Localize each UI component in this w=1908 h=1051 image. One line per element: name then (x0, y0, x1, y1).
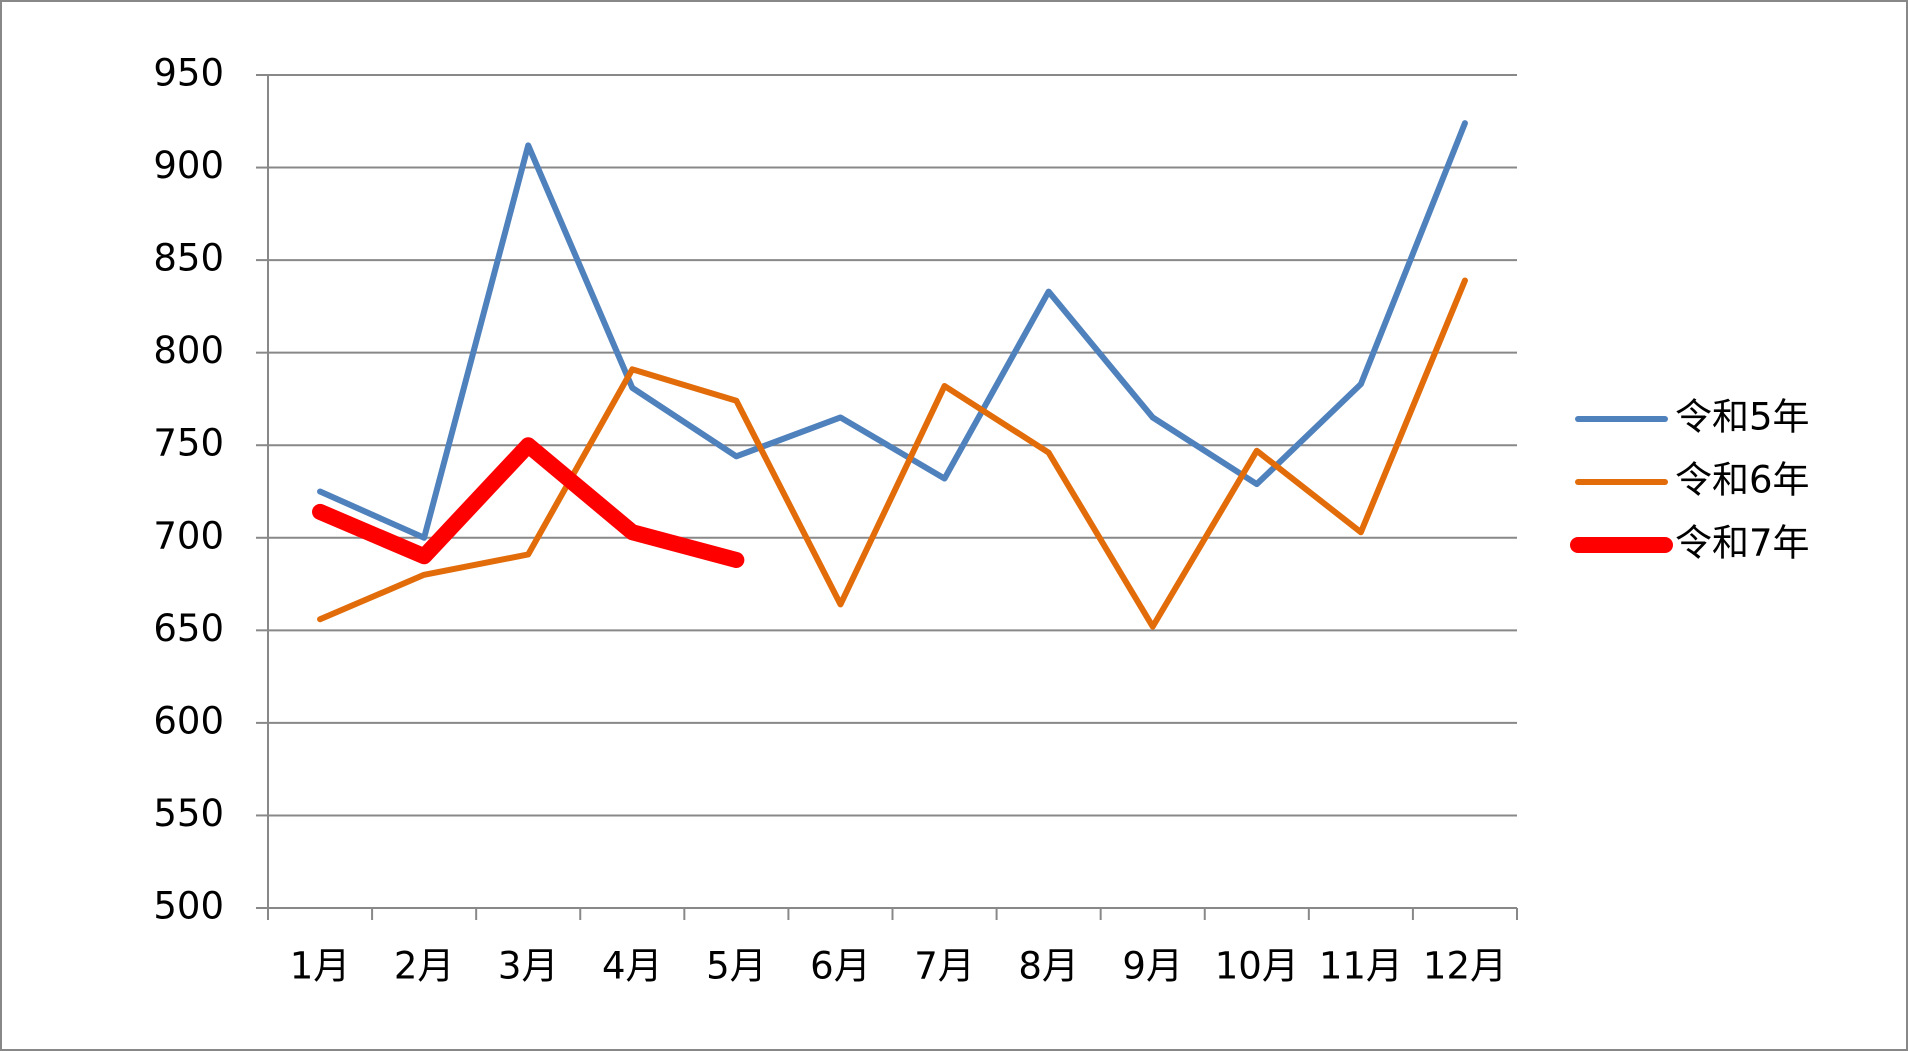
x-tick-label: 8月 (1018, 945, 1079, 988)
series-line (312, 437, 745, 568)
legend-label: 令和6年 (1675, 459, 1810, 502)
legend-label: 令和5年 (1675, 396, 1810, 439)
y-tick-label: 500 (153, 885, 224, 928)
y-tick-label: 800 (153, 329, 224, 372)
x-tick-label: 3月 (498, 945, 559, 988)
y-tick-label: 900 (153, 144, 224, 187)
x-tick-label: 1月 (290, 945, 351, 988)
x-tick-label: 10月 (1215, 945, 1299, 988)
y-tick-label: 850 (153, 237, 224, 280)
x-tick-label: 12月 (1423, 945, 1507, 988)
x-tick-label: 7月 (914, 945, 975, 988)
y-tick-label: 950 (153, 52, 224, 95)
y-tick-label: 600 (153, 699, 224, 742)
y-tick-label: 750 (153, 422, 224, 465)
legend-label: 令和7年 (1675, 522, 1810, 565)
x-tick-label: 11月 (1319, 945, 1403, 988)
y-tick-label: 700 (153, 514, 224, 557)
x-tick-label: 4月 (602, 945, 663, 988)
y-tick-label: 550 (153, 792, 224, 835)
x-tick-label: 5月 (706, 945, 767, 988)
x-tick-label: 9月 (1122, 945, 1183, 988)
x-tick-label: 6月 (810, 945, 871, 988)
y-tick-label: 650 (153, 607, 224, 650)
x-tick-label: 2月 (394, 945, 455, 988)
series-line (317, 277, 1468, 630)
